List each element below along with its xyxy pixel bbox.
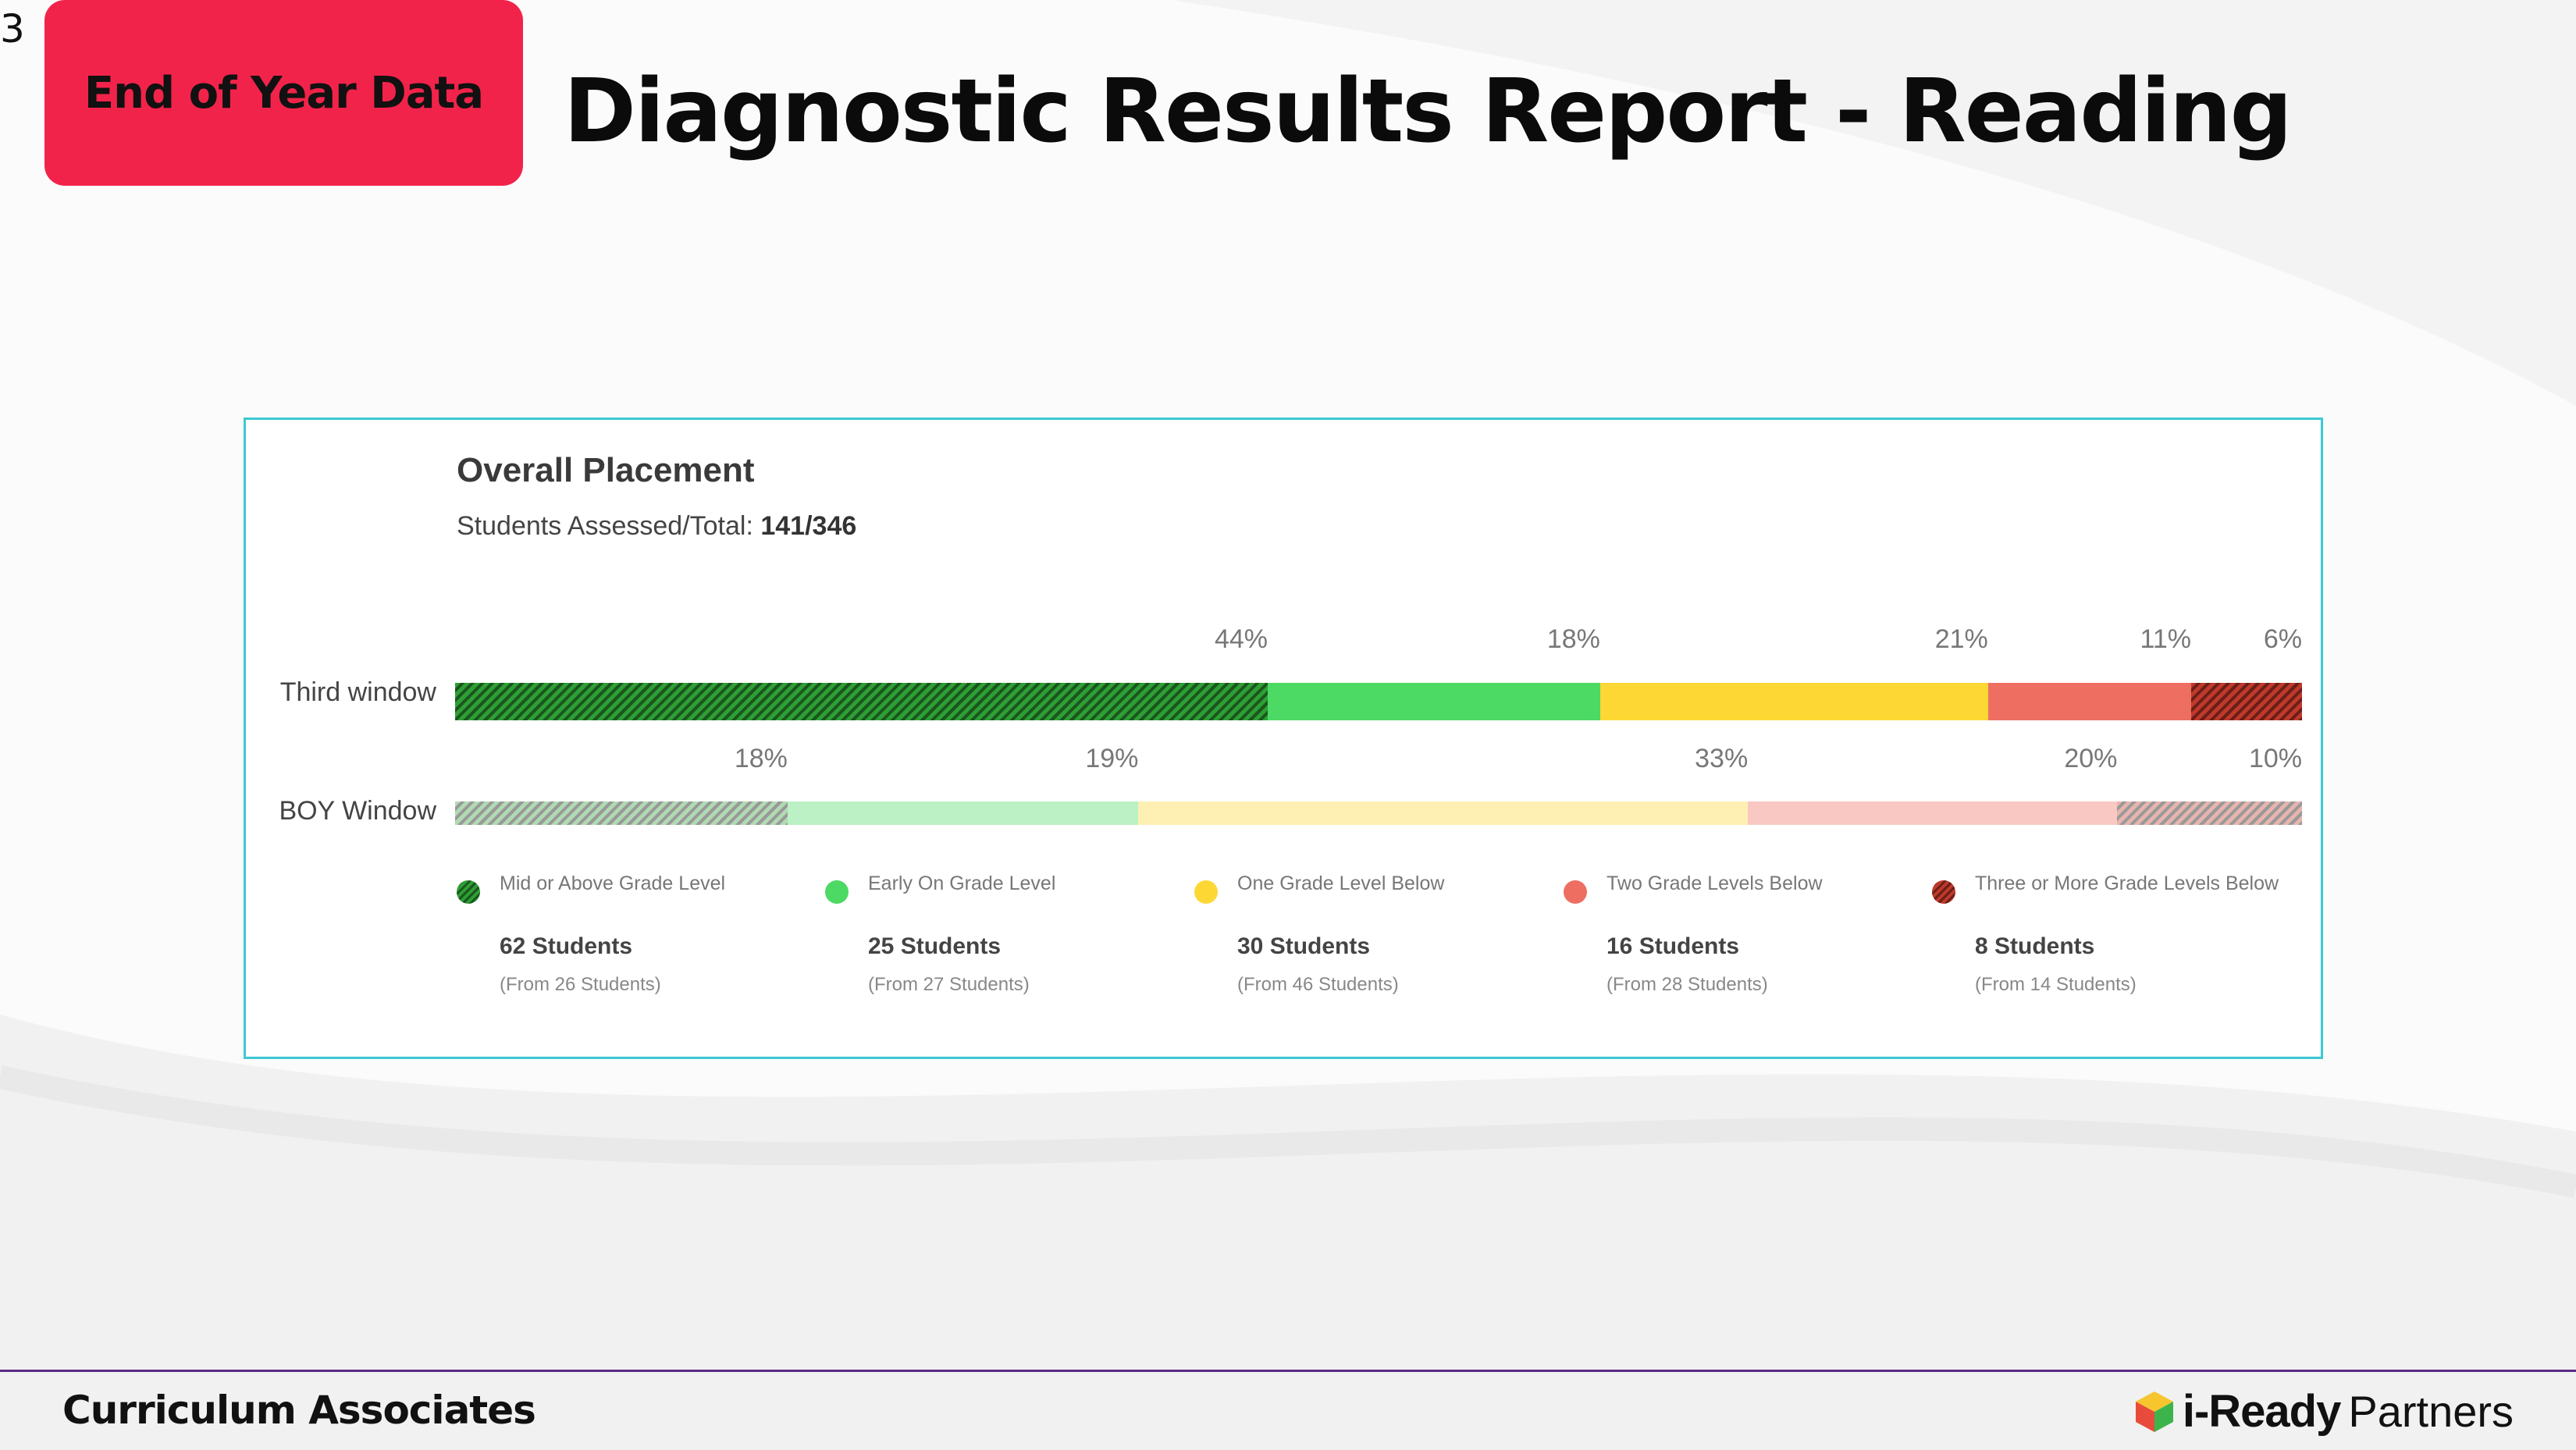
legend-swatch-early-on-grade-level — [825, 880, 849, 904]
legend-label: Mid or Above Grade Level — [500, 872, 726, 894]
value-label-boy-window-one-grade-level-below: 33% — [1695, 744, 1749, 773]
bar-segment-boy-window-three-or-more-grade-levels-below — [2117, 801, 2302, 825]
bar-segment-boy-window-one-grade-level-below — [1138, 801, 1749, 825]
value-label-boy-window-early-on-grade-level: 19% — [1085, 744, 1139, 773]
value-label-boy-window-three-or-more-grade-levels-below: 10% — [2248, 744, 2302, 773]
page-title: Diagnostic Results Report - Reading — [564, 61, 2293, 162]
legend-student-count: 8 Students — [1975, 933, 2095, 959]
end-of-year-tag: End of Year Data — [44, 0, 523, 186]
legend-label: Early On Grade Level — [868, 872, 1056, 894]
value-label-third-window-early-on-grade-level: 18% — [1546, 624, 1600, 654]
legend-label: One Grade Level Below — [1237, 872, 1445, 894]
bar-segment-third-window-one-grade-level-below — [1599, 683, 1988, 720]
bar-segment-third-window-two-grade-levels-below — [1987, 683, 2192, 720]
value-label-boy-window-mid-or-above-grade-level: 18% — [734, 744, 788, 773]
legend-swatch-mid-or-above-grade-level — [457, 880, 480, 904]
bar-segment-third-window-three-or-more-grade-levels-below — [2191, 683, 2302, 720]
footer-divider — [0, 1370, 2576, 1372]
value-label-boy-window-two-grade-levels-below: 20% — [2064, 744, 2118, 773]
value-label-third-window-three-or-more-grade-levels-below: 6% — [2263, 624, 2302, 654]
bar-segment-third-window-early-on-grade-level — [1268, 683, 1600, 720]
value-label-third-window-one-grade-level-below: 21% — [1934, 624, 1988, 654]
legend-from-count: (From 46 Students) — [1237, 974, 1399, 995]
legend-student-count: 25 Students — [868, 933, 1002, 959]
cube-icon — [2135, 1391, 2173, 1432]
legend-student-count: 30 Students — [1237, 933, 1371, 959]
bar-third-window — [455, 683, 2302, 720]
legend-from-count: (From 27 Students) — [868, 974, 1030, 995]
students-assessed: Students Assessed/Total: 141/346 — [457, 511, 856, 542]
legend-label: Two Grade Levels Below — [1606, 872, 1823, 894]
bar-segment-third-window-mid-or-above-grade-level — [455, 683, 1268, 720]
tag-label: End of Year Data — [84, 67, 484, 119]
legend-from-count: (From 26 Students) — [500, 974, 661, 995]
row-label-third-window: Third window — [279, 677, 436, 707]
iready-partners-logo: i-Ready Partners — [2134, 1385, 2514, 1438]
legend-student-count: 16 Students — [1606, 933, 1740, 959]
panel-title: Overall Placement — [457, 451, 755, 489]
bar-boy-window — [455, 801, 2302, 825]
value-label-third-window-two-grade-levels-below: 11% — [2140, 624, 2192, 654]
legend-swatch-one-grade-level-below — [1194, 880, 1218, 904]
value-label-third-window-mid-or-above-grade-level: 44% — [1214, 624, 1268, 654]
curriculum-associates-logo: Curriculum Associates — [62, 1388, 536, 1433]
overall-placement-panel: Overall Placement Students Assessed/Tota… — [244, 418, 2323, 1059]
students-assessed-value: 141/346 — [760, 511, 857, 541]
legend-student-count: 62 Students — [500, 933, 633, 959]
bar-segment-boy-window-two-grade-levels-below — [1748, 801, 2118, 825]
iready-brand: i-Ready — [2182, 1386, 2342, 1437]
bar-segment-boy-window-early-on-grade-level — [787, 801, 1139, 825]
legend-label: Three or More Grade Levels Below — [1975, 872, 2279, 894]
legend-swatch-two-grade-levels-below — [1564, 880, 1587, 904]
slide-number: 3 — [0, 6, 25, 52]
bar-segment-boy-window-mid-or-above-grade-level — [455, 801, 788, 825]
legend-from-count: (From 14 Students) — [1975, 974, 2137, 995]
legend-from-count: (From 28 Students) — [1606, 974, 1768, 995]
partners-text: Partners — [2348, 1387, 2514, 1436]
row-label-boy-window: BOY Window — [279, 796, 436, 826]
students-assessed-label: Students Assessed/Total: — [457, 511, 753, 541]
legend-swatch-three-or-more-grade-levels-below — [1932, 880, 1955, 904]
